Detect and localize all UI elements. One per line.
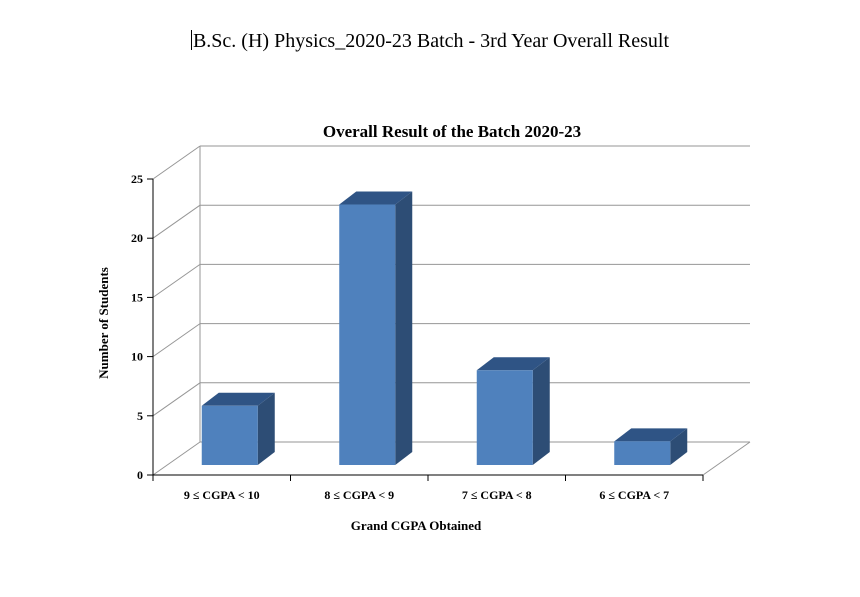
gridline-diagonal bbox=[152, 441, 201, 476]
document-title-text: B.Sc. (H) Physics_2020-23 Batch - 3rd Ye… bbox=[192, 30, 670, 52]
bar bbox=[614, 428, 688, 465]
y-axis-title: Number of Students bbox=[96, 267, 111, 379]
y-tick-label: 0 bbox=[137, 468, 143, 482]
x-tick-label: 8 ≤ CGPA < 9 bbox=[324, 488, 394, 502]
gridline-diagonal bbox=[152, 382, 201, 417]
bar-top bbox=[339, 191, 413, 205]
y-tick-label: 20 bbox=[131, 231, 143, 245]
document-title: B.Sc. (H) Physics_2020-23 Batch - 3rd Ye… bbox=[0, 30, 860, 53]
x-tick-label: 7 ≤ CGPA < 8 bbox=[462, 488, 532, 502]
gridline-diagonal bbox=[152, 323, 201, 358]
bar bbox=[476, 357, 550, 465]
bar-top bbox=[201, 392, 275, 406]
bar-side bbox=[670, 428, 688, 465]
bar-front bbox=[476, 370, 533, 465]
chart-gridlines bbox=[152, 145, 751, 476]
x-tick-label: 9 ≤ CGPA < 10 bbox=[184, 488, 260, 502]
y-tick-label: 5 bbox=[137, 409, 143, 423]
gridline-diagonal bbox=[152, 145, 201, 180]
chart-title: Overall Result of the Batch 2020-23 bbox=[323, 122, 581, 141]
y-tick-label: 25 bbox=[131, 172, 143, 186]
bar-front bbox=[339, 204, 396, 465]
bar-top bbox=[476, 357, 550, 371]
bar-side bbox=[395, 191, 413, 465]
bar bbox=[339, 191, 413, 465]
gridline-diagonal bbox=[152, 204, 201, 239]
floor-right-edge bbox=[702, 441, 751, 476]
bar bbox=[201, 392, 275, 465]
chart-axes: 0 5 10 15 20 25 9 ≤ CGPA < 10 8 ≤ CGPA < 9 7 ≤ C… bbox=[131, 172, 704, 502]
bar-top bbox=[614, 428, 688, 442]
y-tick-label: 15 bbox=[131, 290, 143, 304]
x-tick-label: 6 ≤ CGPA < 7 bbox=[599, 488, 669, 502]
y-tick-label: 10 bbox=[131, 350, 143, 364]
bar-side bbox=[257, 392, 275, 465]
x-axis-title: Grand CGPA Obtained bbox=[351, 518, 482, 533]
bar-front bbox=[614, 441, 671, 465]
bar-side bbox=[532, 357, 550, 465]
bar-front bbox=[201, 405, 258, 465]
text-cursor bbox=[190, 30, 192, 50]
gridline-diagonal bbox=[152, 263, 201, 298]
chart-bars bbox=[201, 191, 688, 465]
